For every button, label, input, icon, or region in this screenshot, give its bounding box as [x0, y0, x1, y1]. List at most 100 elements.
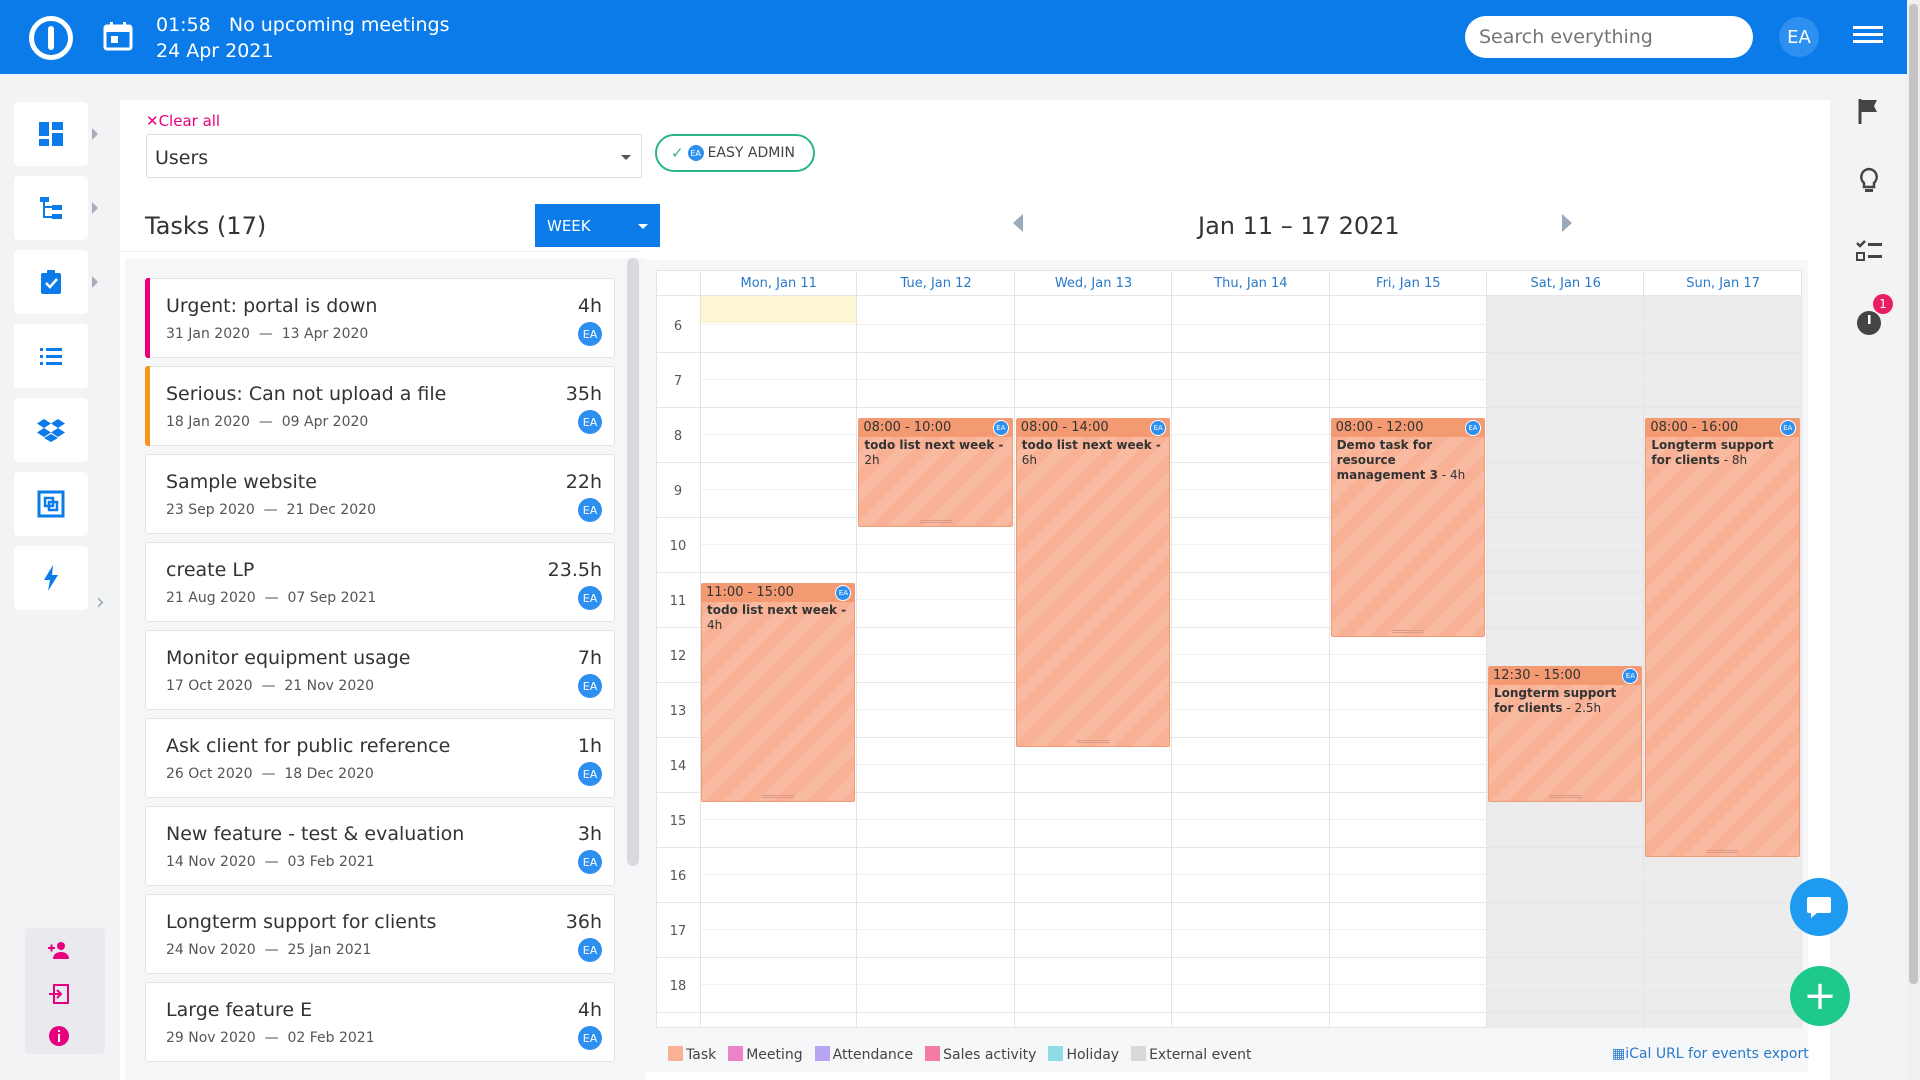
dropbox-nav-button[interactable]: [14, 398, 88, 462]
resize-handle[interactable]: [1706, 850, 1739, 853]
chat-button[interactable]: [1790, 878, 1848, 936]
legend-label: Meeting: [746, 1047, 803, 1063]
event-title: todo list next week -: [864, 438, 1004, 452]
previous-week-arrow-icon[interactable]: [1013, 214, 1023, 232]
task-card[interactable]: Sample website 23 Sep 2020 — 21 Dec 2020 2…: [145, 454, 615, 534]
resize-handle[interactable]: [1076, 740, 1109, 743]
event-duration: - 2.5h: [1566, 700, 1602, 715]
dashboard-nav-button[interactable]: [14, 102, 98, 166]
resize-handle[interactable]: [762, 795, 795, 798]
legend-label: Attendance: [832, 1047, 914, 1063]
day-header[interactable]: Thu, Jan 14: [1214, 276, 1288, 291]
legend-swatch: [728, 1046, 744, 1061]
task-card[interactable]: Ask client for public reference 26 Oct 20…: [145, 718, 615, 798]
task-dates: 31 Jan 2020 — 13 Apr 2020: [166, 326, 369, 342]
view-label: WEEK: [547, 217, 591, 235]
day-divider: [1013, 272, 1015, 1028]
page-scrollbar-thumb[interactable]: [1909, 4, 1918, 984]
event-duration: 2h: [864, 453, 880, 467]
logout-icon[interactable]: [47, 982, 71, 1006]
list-nav-button[interactable]: [14, 324, 88, 388]
task-check-icon: [41, 270, 61, 294]
event-assignee-avatar: EA: [1622, 667, 1639, 684]
add-button[interactable]: +: [1790, 966, 1850, 1026]
hamburger-menu-icon[interactable]: [1853, 26, 1883, 48]
event-title: todo list next week -: [707, 603, 847, 617]
ical-export-link[interactable]: ▦iCal URL for events export: [1612, 1046, 1809, 1062]
task-name: New feature - test & evaluation: [166, 823, 465, 845]
day-header[interactable]: Wed, Jan 13: [1054, 276, 1133, 291]
task-start: 24 Nov 2020: [166, 942, 256, 958]
expand-sidebar-chevron-icon[interactable]: ›: [96, 590, 105, 615]
calendar-event[interactable]: 12:30 - 15:00 Longterm support for clien…: [1488, 665, 1643, 802]
flag-icon[interactable]: [1854, 96, 1884, 126]
resize-handle[interactable]: [1391, 630, 1424, 633]
add-user-icon[interactable]: [47, 938, 71, 962]
view-select-button[interactable]: WEEK: [535, 204, 660, 247]
calendar-event[interactable]: 08:00 - 12:00 Demo task for resource man…: [1330, 418, 1485, 637]
task-card[interactable]: Large feature E 29 Nov 2020 — 02 Feb 2021…: [145, 982, 615, 1062]
task-hours: 35h: [565, 383, 602, 405]
plus-icon: +: [1803, 973, 1837, 1019]
task-end: 25 Jan 2021: [287, 942, 372, 958]
resize-handle[interactable]: [1549, 795, 1582, 798]
event-time: 08:00 - 12:00: [1331, 419, 1484, 437]
user-avatar[interactable]: EA: [1779, 17, 1819, 57]
task-dates: 21 Aug 2020 — 07 Sep 2021: [166, 590, 377, 606]
task-card[interactable]: Longterm support for clients 24 Nov 2020 …: [145, 894, 615, 974]
info-icon[interactable]: [47, 1024, 71, 1048]
clear-all-link[interactable]: ✕Clear all: [146, 112, 220, 130]
event-details: Longterm support for clients - 8h: [1646, 437, 1798, 469]
resize-handle[interactable]: [919, 520, 952, 523]
task-start: 21 Aug 2020: [166, 590, 256, 606]
day-header[interactable]: Mon, Jan 11: [740, 276, 817, 291]
task-card[interactable]: create LP 21 Aug 2020 — 07 Sep 2021 23.5h E…: [145, 542, 615, 622]
timer-icon[interactable]: [1854, 306, 1884, 336]
hierarchy-nav-button[interactable]: [14, 176, 98, 240]
search-input[interactable]: [1465, 16, 1753, 58]
day-header[interactable]: Fri, Jan 15: [1376, 276, 1441, 291]
event-time: 08:00 - 16:00: [1646, 419, 1799, 437]
legend-item: External event: [1131, 1046, 1252, 1063]
half-hour-gridline: [700, 599, 1802, 600]
app-logo-icon[interactable]: [29, 16, 73, 60]
hour-label: 7: [673, 374, 683, 389]
calendar-event[interactable]: 11:00 - 15:00 todo list next week - 4h E…: [701, 583, 856, 802]
task-card[interactable]: Monitor equipment usage 17 Oct 2020 — 21 …: [145, 630, 615, 710]
half-hour-gridline: [700, 874, 1802, 875]
task-hours: 23.5h: [547, 559, 602, 581]
lightbulb-icon[interactable]: [1854, 166, 1884, 196]
checklist-icon[interactable]: [1854, 236, 1884, 266]
easy-admin-chip[interactable]: ✓ EA EASY ADMIN: [655, 134, 815, 172]
task-card[interactable]: New feature - test & evaluation 14 Nov 20…: [145, 806, 615, 886]
calendar-event[interactable]: 08:00 - 16:00 Longterm support for clien…: [1645, 418, 1800, 857]
hour-label: 6: [673, 319, 683, 334]
legend-item: Meeting: [728, 1046, 803, 1063]
today-highlight: [700, 296, 856, 323]
hour-label: 9: [673, 484, 683, 499]
calendar-event[interactable]: 08:00 - 10:00 todo list next week - 2h E…: [858, 418, 1013, 527]
chevron-down-icon: [621, 155, 631, 160]
calendar-event[interactable]: 08:00 - 14:00 todo list next week - 6h E…: [1015, 418, 1171, 747]
task-name: Urgent: portal is down: [166, 295, 378, 317]
meeting-status[interactable]: 01:58 No upcoming meetings: [156, 14, 450, 36]
half-hour-gridline: [700, 379, 1802, 380]
event-legend: Task Meeting Attendance Sales activity Holid…: [668, 1046, 1252, 1063]
calendar-icon[interactable]: [102, 20, 134, 52]
task-card[interactable]: Serious: Can not upload a file 18 Jan 202…: [145, 366, 615, 446]
resource-nav-button[interactable]: [14, 472, 88, 536]
hour-label: 16: [669, 869, 687, 884]
day-header[interactable]: Sun, Jan 17: [1686, 276, 1760, 291]
day-header[interactable]: Sat, Jan 16: [1530, 276, 1601, 291]
users-select[interactable]: Users: [146, 134, 642, 178]
tasks-nav-button[interactable]: [14, 250, 98, 314]
day-header[interactable]: Tue, Jan 12: [900, 276, 972, 291]
legend-swatch: [1131, 1046, 1147, 1061]
half-hour-gridline: [700, 434, 1802, 435]
task-list-scrollbar[interactable]: [627, 258, 639, 866]
task-card[interactable]: Urgent: portal is down 31 Jan 2020 — 13 A…: [145, 278, 615, 358]
next-week-arrow-icon[interactable]: [1562, 214, 1572, 232]
legend-item: Sales activity: [925, 1046, 1036, 1063]
actions-nav-button[interactable]: [14, 546, 88, 610]
assignee-avatar: EA: [578, 938, 602, 962]
